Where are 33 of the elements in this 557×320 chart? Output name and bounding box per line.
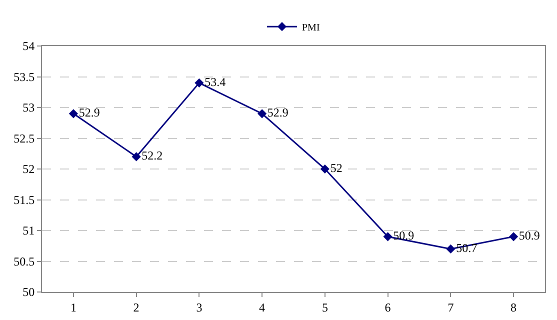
data-label: 50.9: [518, 228, 540, 243]
y-tick-label: 53: [22, 100, 35, 115]
point: [68, 109, 78, 118]
y-tick-label: 51.5: [14, 192, 35, 207]
point: [509, 232, 518, 242]
y-tick-label: 50: [22, 285, 35, 300]
point: [258, 109, 267, 118]
y-tick-label: 54: [22, 39, 35, 54]
point: [132, 152, 141, 162]
data-label: 53.4: [204, 74, 226, 89]
data-label: 52.9: [267, 106, 288, 120]
point: [383, 232, 392, 242]
x-tick-label: 4: [259, 300, 266, 314]
x-tick-label: 2: [133, 300, 140, 314]
x-tick-label: 3: [196, 300, 202, 314]
x-tick-label: 8: [510, 300, 517, 314]
x-tick-label: 5: [322, 300, 328, 314]
x-tick-label: 6: [384, 300, 391, 314]
y-tick-label: 52.5: [14, 131, 35, 146]
legend-label: PMI: [302, 22, 320, 34]
data-label: 50.9: [393, 228, 414, 243]
data-label: 52.2: [142, 148, 163, 163]
point: [194, 78, 204, 88]
data-label: 52: [330, 161, 342, 175]
y-tick-label: 51: [22, 224, 35, 238]
y-tick-label: 52: [22, 162, 35, 176]
y-tick-label: 53.5: [14, 70, 35, 84]
data-label: 52.9: [78, 106, 100, 120]
point: [320, 164, 330, 174]
x-tick-label: 1: [70, 300, 76, 314]
x-tick-label: 7: [448, 300, 454, 314]
y-tick-label: 50.5: [14, 254, 35, 268]
point: [446, 244, 456, 254]
